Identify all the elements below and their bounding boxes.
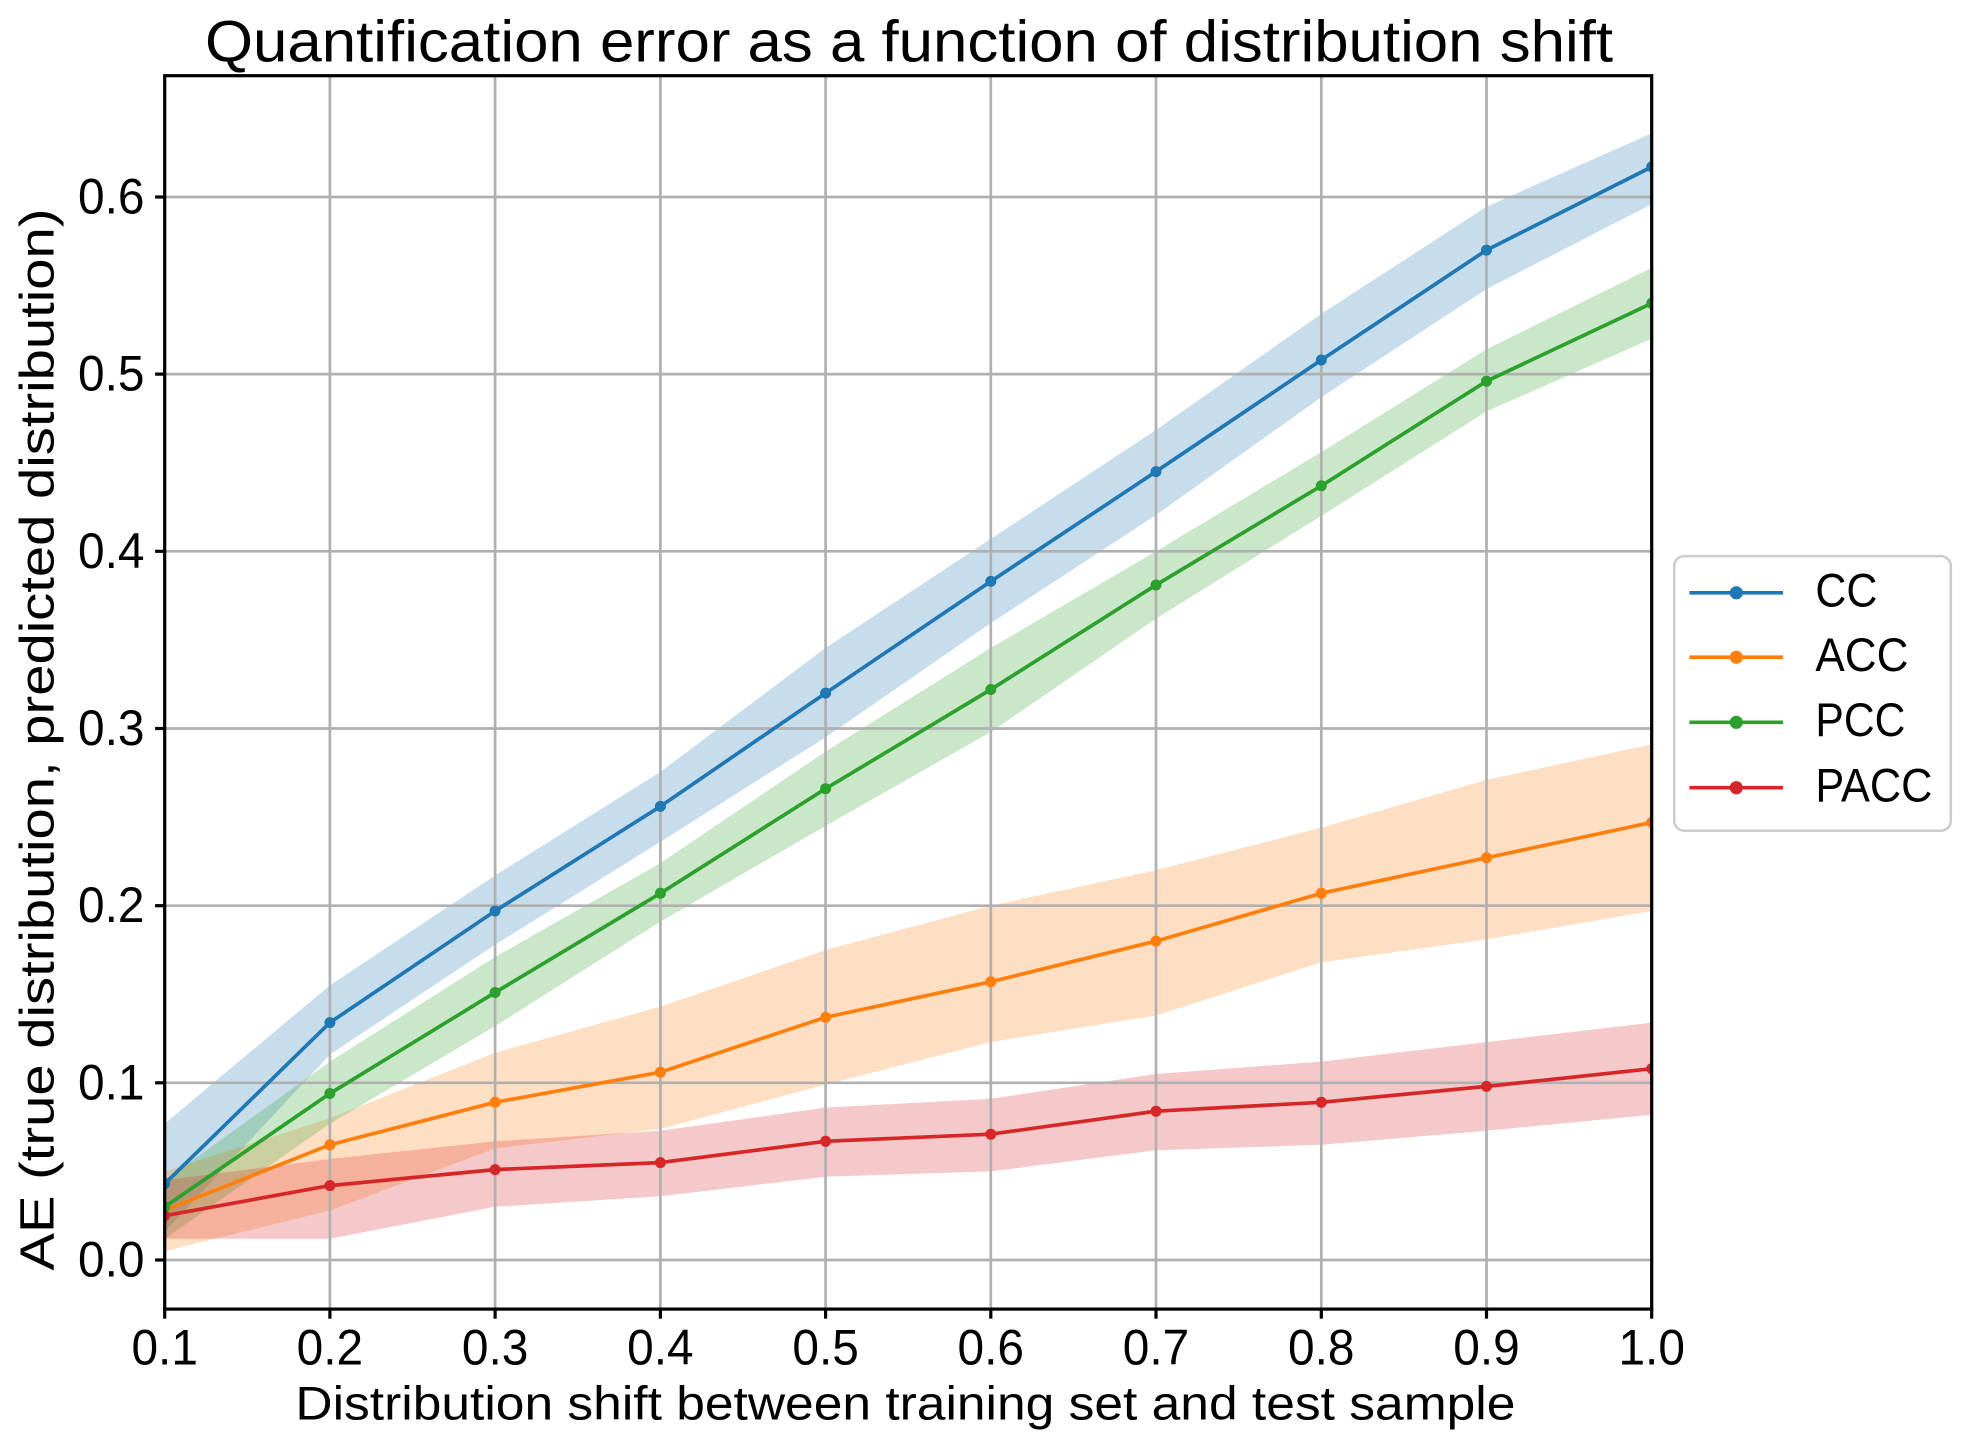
svg-text:0.3: 0.3 <box>462 1320 529 1376</box>
svg-text:Quantification error as a func: Quantification error as a function of di… <box>205 10 1613 75</box>
svg-text:PCC: PCC <box>1815 693 1905 746</box>
svg-text:0.9: 0.9 <box>1453 1320 1520 1376</box>
svg-text:0.7: 0.7 <box>1123 1320 1190 1376</box>
svg-text:PACC: PACC <box>1815 758 1932 811</box>
svg-text:0.4: 0.4 <box>627 1320 694 1376</box>
svg-text:0.6: 0.6 <box>78 169 145 225</box>
svg-text:CC: CC <box>1815 563 1877 616</box>
svg-text:0.5: 0.5 <box>792 1320 859 1376</box>
svg-text:0.1: 0.1 <box>78 1054 145 1110</box>
svg-text:0.5: 0.5 <box>78 346 145 402</box>
svg-text:Distribution shift between tra: Distribution shift between training set … <box>295 1377 1515 1430</box>
svg-text:0.2: 0.2 <box>297 1320 364 1376</box>
svg-text:0.8: 0.8 <box>1288 1320 1355 1376</box>
svg-text:AE (true distribution, predict: AE (true distribution, predicted distrib… <box>12 209 65 1271</box>
svg-text:0.1: 0.1 <box>131 1320 198 1376</box>
svg-text:ACC: ACC <box>1815 628 1908 681</box>
svg-text:0.2: 0.2 <box>78 877 145 933</box>
svg-text:0.6: 0.6 <box>958 1320 1025 1376</box>
svg-text:0.0: 0.0 <box>78 1232 145 1288</box>
svg-text:0.4: 0.4 <box>78 523 145 579</box>
svg-text:0.3: 0.3 <box>78 700 145 756</box>
svg-text:1.0: 1.0 <box>1618 1320 1685 1376</box>
